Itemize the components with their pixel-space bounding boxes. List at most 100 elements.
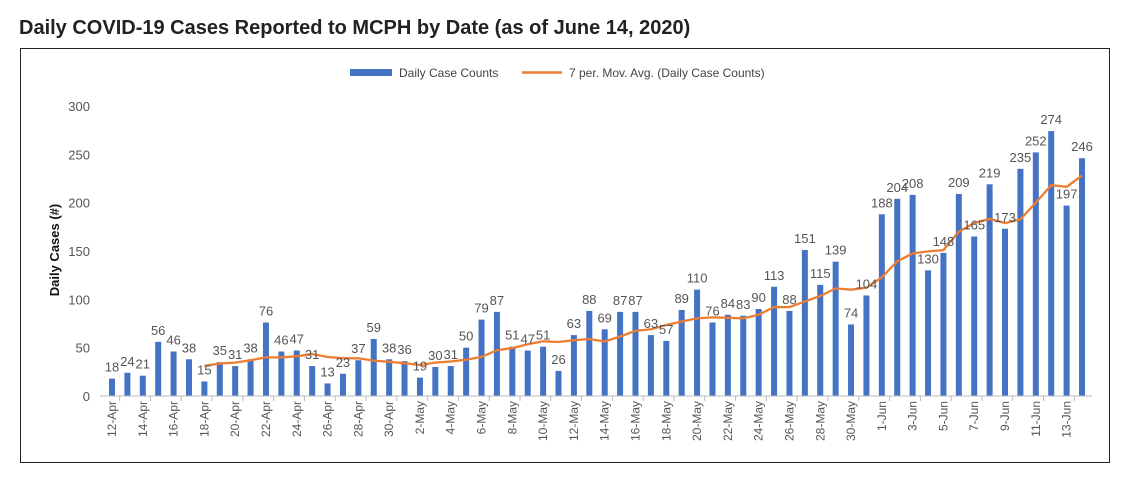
data-label: 15 [197,363,211,378]
x-tick-label: 26-Apr [321,401,335,437]
bar [878,214,885,396]
x-tick-label: 7-Jun [967,401,981,431]
bar [416,377,423,396]
data-label: 37 [351,341,365,356]
bar [247,359,254,396]
data-label: 76 [705,304,719,319]
x-tick-label: 11-Jun [1029,401,1043,437]
y-tick-label: 250 [68,147,90,162]
x-tick-label: 16-Apr [167,401,181,437]
data-label: 31 [305,347,319,362]
data-label: 113 [764,268,785,283]
data-label: 83 [736,297,750,312]
bar [832,261,839,396]
bar [447,366,454,396]
bar [755,309,762,396]
bar [339,373,346,396]
bar [940,252,947,396]
bar [971,236,978,396]
x-tick-label: 4-May [444,401,458,434]
data-label: 79 [474,301,488,316]
x-tick-label: 14-Apr [136,401,150,437]
data-label: 204 [886,180,908,195]
data-label: 38 [382,340,396,355]
legend-label-line: 7 per. Mov. Avg. (Daily Case Counts) [569,66,765,80]
data-label: 26 [551,352,565,367]
x-ticks: 12-Apr 14-Apr 16-Apr 18-Apr 20-Apr 22-Apr 24-A… [105,396,1075,441]
bar [678,309,685,396]
x-tick-label: 26-May [782,401,796,441]
bar [817,284,824,396]
data-label: 24 [120,354,134,369]
chart-frame [20,48,1110,463]
data-label: 31 [228,347,242,362]
x-tick-label: 24-May [752,401,766,441]
y-tick-label: 0 [83,389,90,404]
data-label: 252 [1025,133,1047,148]
bar [509,346,516,396]
chart-title: Daily COVID-19 Cases Reported to MCPH by… [19,17,691,39]
bar [432,367,439,396]
bar [925,270,932,396]
x-tick-label: 5-Jun [936,401,950,431]
bar [463,347,470,396]
data-label: 69 [597,310,611,325]
data-label: 148 [933,234,955,249]
y-axis-label: Daily Cases (#) [47,204,62,297]
data-label: 151 [794,231,816,246]
bar [155,341,162,396]
bar [694,289,701,396]
data-label: 38 [243,340,257,355]
x-tick-label: 18-Apr [197,401,211,437]
bar [170,351,177,396]
x-tick-label: 9-Jun [998,401,1012,431]
data-label: 51 [505,328,519,343]
x-tick-label: 30-May [844,401,858,441]
x-tick-label: 28-Apr [351,401,365,437]
bar [540,346,547,396]
x-tick-label: 22-May [721,401,735,441]
bar [109,378,115,396]
bar [324,383,331,396]
data-label: 84 [721,296,735,311]
bar [355,360,362,396]
bar [386,359,393,396]
bar [663,340,670,396]
x-tick-label: 13-Jun [1060,401,1074,438]
data-label: 87 [490,293,504,308]
data-label: 130 [917,251,939,266]
x-tick-label: 14-May [598,401,612,441]
data-label: 23 [336,355,350,370]
x-tick-label: 18-May [659,401,673,441]
y-tick-label: 50 [76,341,90,356]
legend-bar-swatch [350,69,392,76]
bar [986,184,993,396]
bar [632,311,639,396]
data-label: 21 [136,357,150,372]
bar [370,338,377,396]
data-label: 115 [810,266,831,281]
bar [278,351,285,396]
data-label: 246 [1071,139,1093,154]
bars [109,131,1085,396]
bar [1017,168,1024,396]
bar [955,193,962,396]
data-label: 110 [687,271,708,286]
x-tick-label: 10-May [536,401,550,441]
data-label: 50 [459,329,473,344]
data-label: 47 [520,332,534,347]
bar [493,311,500,396]
data-label: 36 [397,342,411,357]
bar [909,194,916,396]
x-tick-label: 20-Apr [228,401,242,437]
data-label: 235 [1010,150,1032,165]
data-label: 274 [1040,112,1062,127]
data-label: 59 [367,320,381,335]
bar [555,370,562,396]
data-label: 173 [994,210,1016,225]
x-tick-label: 30-Apr [382,401,396,437]
bar [262,322,269,396]
bar [617,311,624,396]
bar [401,361,408,396]
